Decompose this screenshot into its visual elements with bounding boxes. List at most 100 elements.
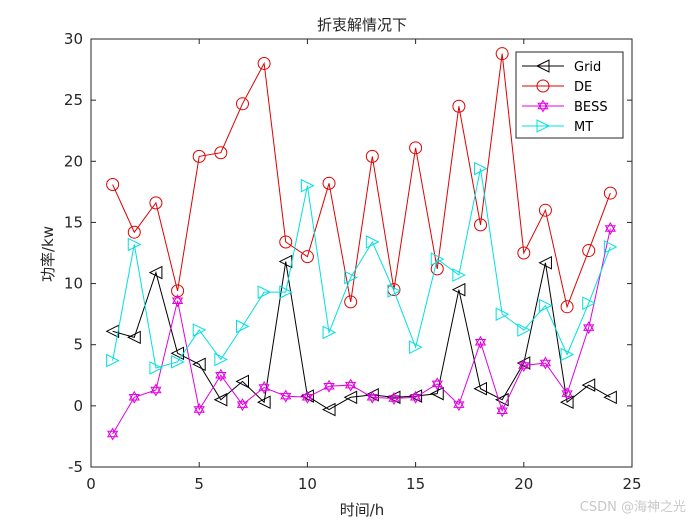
data-point bbox=[495, 392, 509, 407]
hexagram-part bbox=[128, 394, 140, 404]
legend-label: DE bbox=[574, 80, 592, 95]
hexagram-part bbox=[453, 401, 465, 412]
data-point bbox=[279, 235, 293, 249]
data-point bbox=[430, 386, 444, 401]
hexagram-part bbox=[345, 381, 357, 392]
hexagram-part bbox=[561, 387, 573, 397]
x-tick-label: 0 bbox=[86, 475, 96, 493]
data-point bbox=[323, 379, 335, 393]
data-point bbox=[408, 389, 423, 403]
legend-marker bbox=[536, 119, 551, 133]
hexagram-part bbox=[537, 102, 549, 113]
data-point bbox=[495, 307, 510, 321]
legend-entry-grid: Grid bbox=[522, 59, 601, 75]
y-tick-label: -5 bbox=[68, 458, 83, 476]
legend-label: Grid bbox=[574, 60, 601, 75]
hexagram-part bbox=[193, 403, 205, 413]
hexagram-part bbox=[107, 430, 119, 441]
data-point bbox=[604, 222, 616, 236]
data-point bbox=[128, 390, 140, 404]
hexagram-part bbox=[474, 339, 487, 349]
legend-label: BESS bbox=[574, 100, 608, 115]
hexagram-part bbox=[409, 390, 422, 401]
y-tick-label: 25 bbox=[64, 91, 83, 109]
data-point bbox=[235, 374, 249, 389]
data-point bbox=[300, 250, 314, 264]
data-point bbox=[560, 347, 575, 362]
data-point bbox=[603, 240, 618, 254]
hexagram-part bbox=[280, 392, 292, 403]
data-point bbox=[517, 246, 531, 260]
data-point bbox=[452, 268, 466, 282]
data-point bbox=[539, 356, 552, 370]
data-point bbox=[257, 395, 271, 409]
data-point bbox=[409, 141, 423, 155]
data-point bbox=[495, 47, 509, 61]
hexagram-part bbox=[150, 386, 162, 397]
hexagram-part bbox=[366, 394, 378, 404]
data-point bbox=[105, 324, 120, 339]
data-point bbox=[343, 390, 358, 405]
x-axis-title: 时间/h bbox=[340, 501, 385, 519]
data-point bbox=[345, 378, 357, 392]
data-point bbox=[321, 402, 336, 417]
data-point bbox=[279, 285, 293, 299]
legend-marker bbox=[537, 99, 549, 113]
data-point bbox=[473, 381, 488, 396]
data-point bbox=[474, 218, 488, 232]
hexagram-part bbox=[150, 383, 162, 394]
data-point bbox=[538, 255, 552, 270]
data-point bbox=[257, 285, 272, 299]
hexagram-part bbox=[171, 297, 184, 308]
legend-marker bbox=[536, 79, 550, 93]
hexagram-part bbox=[301, 394, 314, 404]
hexagram-part bbox=[561, 390, 573, 401]
hexagram-part bbox=[604, 222, 616, 232]
data-point bbox=[235, 319, 250, 334]
data-point bbox=[149, 361, 164, 375]
hexagram-part bbox=[431, 377, 443, 388]
hexagram-part bbox=[280, 389, 292, 400]
data-point bbox=[430, 262, 444, 276]
data-point bbox=[257, 56, 271, 70]
legend-label: MT bbox=[574, 120, 593, 135]
series-de bbox=[106, 47, 617, 314]
hexagram-part bbox=[496, 404, 508, 414]
data-point bbox=[344, 295, 358, 309]
data-point bbox=[192, 357, 206, 372]
hexagram-part bbox=[128, 390, 140, 401]
data-point bbox=[301, 390, 314, 404]
hexagram-part bbox=[518, 359, 530, 369]
hexagram-part bbox=[323, 383, 335, 393]
hexagram-part bbox=[323, 379, 335, 390]
hexagram-part bbox=[539, 356, 552, 367]
data-point bbox=[171, 294, 184, 308]
data-point bbox=[235, 97, 249, 111]
data-point bbox=[300, 389, 314, 403]
chart-title: 折衷解情况下 bbox=[317, 16, 407, 34]
series-line bbox=[112, 261, 611, 411]
hexagram-part bbox=[388, 392, 400, 402]
hexagram-part bbox=[537, 99, 549, 110]
y-tick-label: 15 bbox=[64, 213, 83, 231]
hexagram-part bbox=[496, 407, 508, 418]
data-point bbox=[215, 368, 227, 382]
hexagram-part bbox=[366, 390, 378, 401]
data-point bbox=[213, 392, 228, 407]
hexagram-part bbox=[193, 406, 205, 417]
hexagram-part bbox=[453, 398, 465, 408]
data-point bbox=[451, 282, 466, 297]
hexagram-part bbox=[345, 378, 357, 389]
data-point bbox=[150, 383, 162, 397]
data-point bbox=[560, 300, 574, 314]
data-point bbox=[344, 270, 358, 285]
data-point bbox=[603, 186, 617, 200]
data-point bbox=[171, 284, 185, 298]
legend-entry-de: DE bbox=[522, 79, 592, 95]
data-point bbox=[365, 235, 380, 249]
legend-entry-mt: MT bbox=[522, 119, 593, 135]
series-bess bbox=[107, 222, 616, 441]
data-point bbox=[236, 398, 249, 412]
x-tick-label: 5 bbox=[194, 475, 204, 493]
